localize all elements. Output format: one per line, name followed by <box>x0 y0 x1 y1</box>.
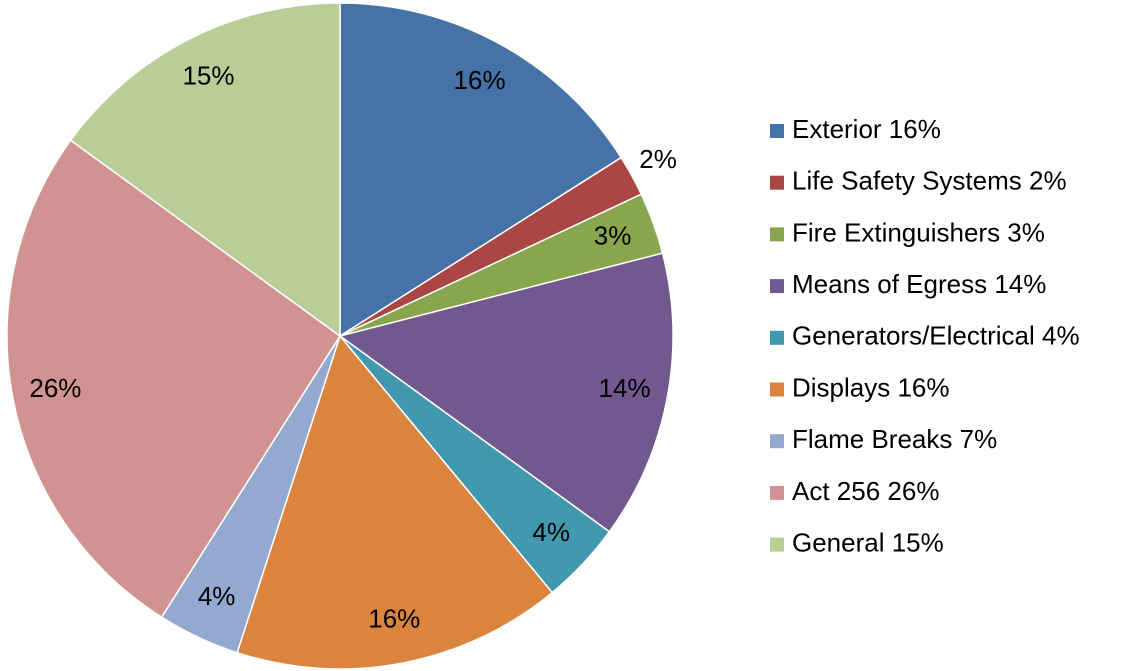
pie-slice <box>339 2 623 338</box>
legend-label: Generators/Electrical 4% <box>792 321 1080 351</box>
legend-label: General 15% <box>792 527 944 557</box>
legend-label: Displays 16% <box>792 372 950 402</box>
legend-label: Act 256 26% <box>792 476 939 506</box>
legend-swatch <box>770 537 784 552</box>
legend-swatch <box>770 382 784 397</box>
legend-swatch <box>770 279 784 294</box>
pie-slice <box>236 334 554 670</box>
legend-swatch <box>770 175 784 190</box>
legend-label: Means of Egress 14% <box>792 269 1046 299</box>
pie-slice <box>69 2 341 338</box>
data-label: 2% <box>639 144 677 174</box>
data-label: 16% <box>368 603 420 633</box>
legend-swatch <box>770 434 784 449</box>
legend-swatch <box>770 124 784 138</box>
legend-swatch <box>770 330 784 345</box>
pie-slice <box>338 252 674 533</box>
legend-label: Flame Breaks 7% <box>792 424 997 454</box>
data-label: 15% <box>182 61 234 91</box>
legend-swatch <box>770 485 784 500</box>
data-label: 3% <box>594 221 632 251</box>
data-label: 4% <box>532 517 570 547</box>
legend-label: Fire Extinguishers 3% <box>792 217 1045 247</box>
data-label: 4% <box>198 581 236 611</box>
legend-label: Exterior 16% <box>792 114 941 144</box>
data-label: 16% <box>454 65 506 95</box>
legend-swatch <box>770 227 784 242</box>
data-label: 14% <box>599 373 651 403</box>
legend-label: Life Safety Systems 2% <box>792 166 1067 196</box>
pie-slice <box>6 139 342 619</box>
data-label: 26% <box>29 373 81 403</box>
